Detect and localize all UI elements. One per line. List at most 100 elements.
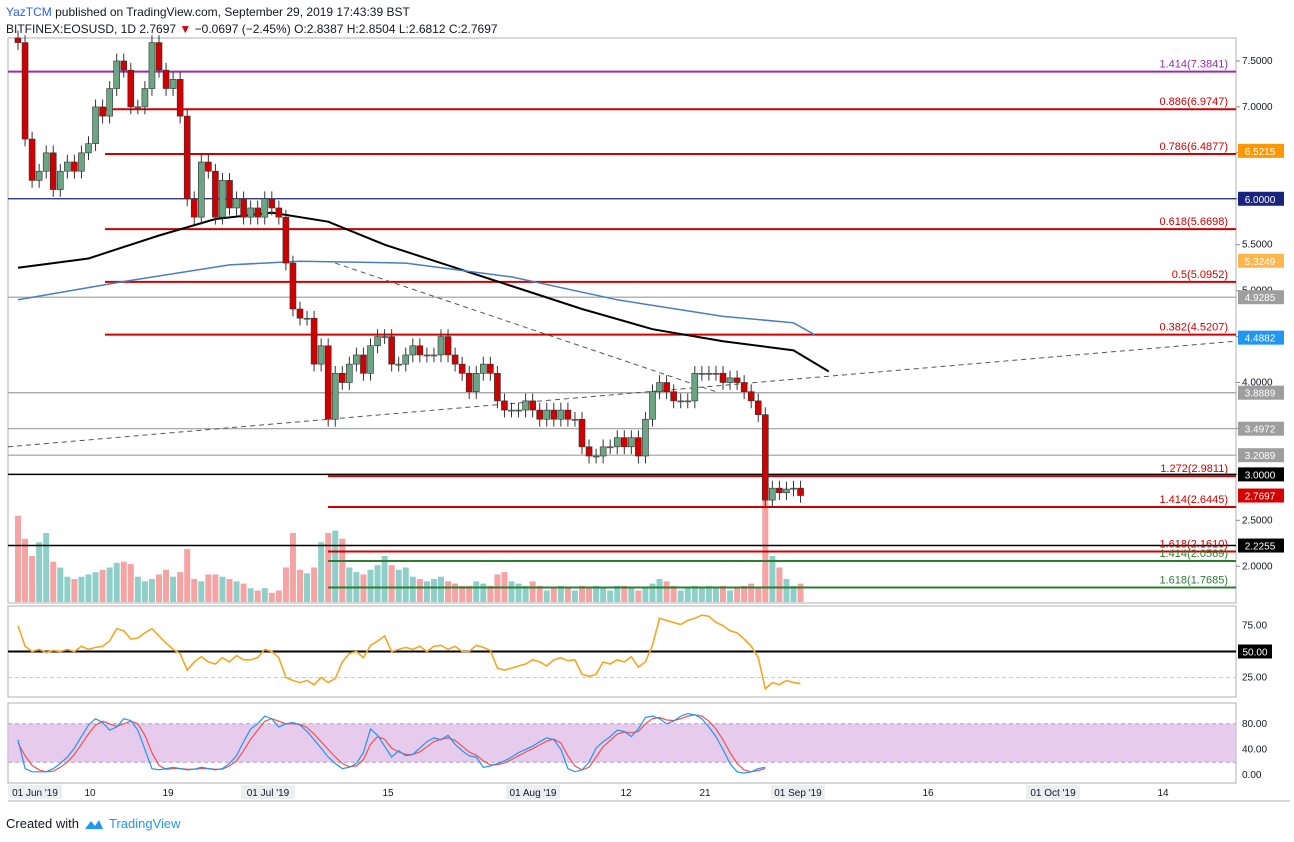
candle-body [444,336,452,356]
price-badge-label: 6.0000 [1245,195,1276,206]
candle-body [198,161,205,218]
rsi-axis-label: 75.00 [1242,621,1267,632]
candle-body [205,161,212,172]
volume-bar [268,592,275,602]
candle-body [684,400,692,403]
candle-body [141,88,149,108]
candle-body [226,180,233,209]
candle-body [571,418,579,421]
tradingview-brand[interactable]: TradingView [108,816,181,831]
volume-bar [311,567,318,602]
candle-body [85,143,92,154]
volume-bar [473,581,480,602]
candle-body [106,88,113,117]
price-badge [1238,488,1284,503]
candle-body [21,42,29,140]
volume-bar [113,562,120,602]
candle-body [515,409,522,412]
candle-body [261,198,269,218]
candle-body [324,345,332,420]
volume-bar [614,585,621,602]
publish-header: YazTCM published on TradingView.com, Sep… [6,5,410,19]
candle-body [472,373,480,392]
candle-body [169,79,177,89]
volume-bar [318,542,325,602]
price-badge [1238,143,1284,158]
volume-bar [120,561,127,602]
time-axis-badge [241,785,295,799]
volume-bar [430,579,437,602]
descending-trendline [335,262,717,393]
price-badge [1238,385,1284,400]
volume-bar [212,574,219,602]
volume-bar [656,579,663,602]
candle-body [134,106,142,109]
candle-body [374,336,381,347]
volume-bar [529,581,536,602]
stoch-k-line [17,712,766,774]
volume-bar [677,590,684,602]
volume-bar [720,585,726,602]
volume-bar [684,588,691,602]
price-pane-border [7,37,1237,604]
candle-body [437,336,445,356]
ohlc-values: O:2.8387 H:2.8504 L:2.6812 C:2.7697 [294,22,498,36]
volume-bar [571,590,578,602]
volume-bar [29,556,36,602]
price-axis-label: 2.5000 [1242,515,1273,526]
price-badge [1238,191,1284,206]
volume-bar [254,590,261,602]
volume-bar [459,585,466,602]
volume-bar [515,583,522,602]
volume-bar [289,533,296,602]
price-badge-label: 4.4882 [1245,334,1276,345]
volume-bar [71,579,78,602]
candle-body [578,418,586,448]
volume-bar [50,561,57,602]
candle-body [162,69,170,89]
volume-bar [741,585,748,602]
candle-body [599,446,607,457]
volume-bar [790,585,797,602]
volume-bar [325,533,332,602]
candle-body [338,373,346,383]
candle-body [35,170,43,181]
candle-body [346,363,353,383]
candle-body [494,373,501,402]
volume-bar [445,581,452,602]
candle-body [247,207,254,218]
fib-level-label: 0.5(5.0952) [1172,269,1228,281]
candle-body [557,409,565,420]
volume-bar [649,583,656,602]
volume-bar [367,569,374,602]
volume-bar [156,574,162,602]
candle-body [769,487,776,501]
stoch-overbought-band [8,723,1236,763]
price-badge-label: 4.9285 [1245,293,1276,304]
volume-bar [797,583,804,602]
candle-body [430,354,438,357]
candle-body [99,106,106,117]
volume-bar [691,585,698,602]
volume-bar [416,579,423,602]
time-axis-label: 19 [162,788,174,799]
volume-bar [247,588,254,602]
volume-bar [593,585,600,602]
volume-bar [762,492,769,602]
candle-body [92,106,99,144]
candle-body [501,400,508,411]
candle-body [14,37,22,43]
volume-bar [388,565,395,602]
fib-level-label: 1.618(1.7685) [1160,575,1229,587]
volume-bar [141,581,148,602]
candle-body [585,446,593,457]
fib-level-label: 1.414(2.6445) [1160,494,1229,506]
author-link[interactable]: YazTCM [6,5,52,19]
candle-body [317,345,325,365]
candle-body [698,373,706,375]
candle-body [120,60,128,71]
volume-bar [219,576,226,602]
price-badge-label: 6.5215 [1245,147,1276,158]
time-axis-label: 01 Jul '19 [247,788,290,799]
